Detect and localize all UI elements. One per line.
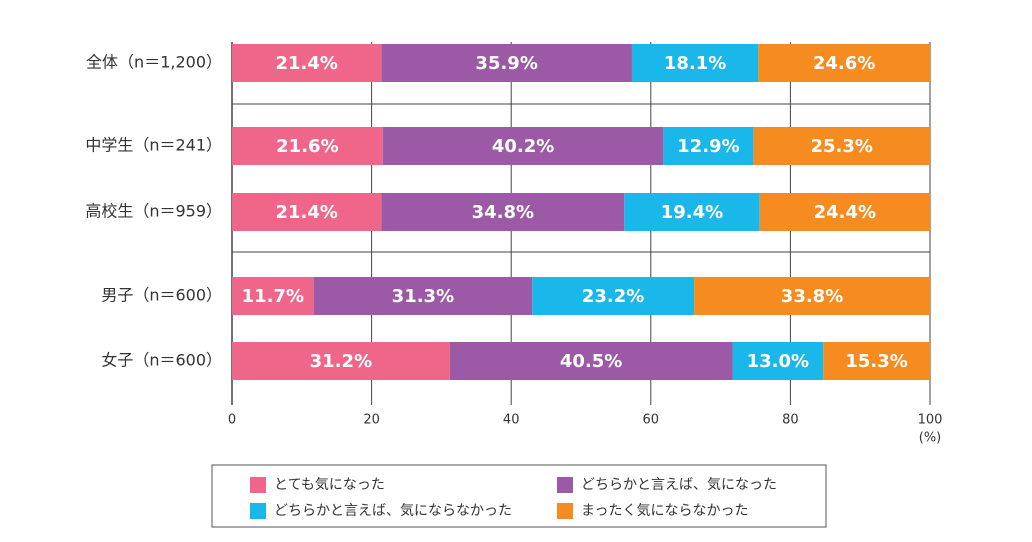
y-tick-label: 全体（n＝1,200） [86,53,222,72]
x-tick-label: 0 [228,413,236,428]
bar-segment [532,277,695,315]
x-tick-label: 20 [363,413,380,428]
legend-swatch [557,503,573,519]
bar-segment [381,44,632,82]
y-tick-label: 高校生（n＝959） [85,202,222,221]
value-label: 15.3% [845,351,907,372]
bar-segment [624,193,760,231]
bar-segment [232,193,382,231]
bar-segment [232,342,450,380]
bar-segment [759,193,930,231]
x-unit: (%) [919,431,942,446]
value-label: 11.7% [242,286,304,307]
value-label: 18.1% [664,53,726,74]
legend-swatch [250,477,266,493]
value-label: 35.9% [475,53,537,74]
legend-label: とても気になった [274,477,385,493]
legend-swatch [250,503,266,519]
value-label: 21.4% [275,53,337,74]
value-label: 31.2% [310,351,372,372]
value-label: 12.9% [677,136,739,157]
bar-segment [232,277,314,315]
bar-segment [758,44,930,82]
legend-label: まったく気にならなかった [581,503,748,519]
x-tick-label: 40 [503,413,520,428]
legend-swatch [557,477,573,493]
bar-segment [232,44,382,82]
y-tick-label: 男子（n＝600） [101,286,222,305]
value-label: 33.8% [781,286,843,307]
x-tick-label: 80 [782,413,799,428]
value-label: 13.0% [747,351,809,372]
y-tick-label: 女子（n＝600） [101,351,222,370]
legend-box [211,464,827,528]
bar-segment [732,342,824,380]
value-label: 19.4% [661,202,723,223]
bar-segment [382,127,664,165]
y-tick-label: 中学生（n＝241） [85,136,222,155]
bar-segment [694,277,930,315]
value-label: 21.6% [276,136,338,157]
bar-segment [232,127,383,165]
bar-segment [753,127,930,165]
value-label: 24.6% [813,53,875,74]
legend-label: どちらかと言えば、気にならなかった [274,503,512,519]
bar-segment [449,342,733,380]
legend-label: どちらかと言えば、気になった [581,477,777,493]
value-label: 25.3% [810,136,872,157]
x-tick-label: 100 [918,413,943,428]
bar-segment [313,277,533,315]
value-label: 23.2% [582,286,644,307]
bar-segment [823,342,930,380]
value-label: 34.8% [472,202,534,223]
x-tick-label: 60 [643,413,660,428]
bar-segment [381,193,625,231]
value-label: 40.5% [560,351,622,372]
value-label: 24.4% [814,202,876,223]
value-label: 40.2% [492,136,554,157]
value-label: 21.4% [275,202,337,223]
bar-segment [631,44,759,82]
value-label: 31.3% [392,286,454,307]
bar-segment [663,127,754,165]
